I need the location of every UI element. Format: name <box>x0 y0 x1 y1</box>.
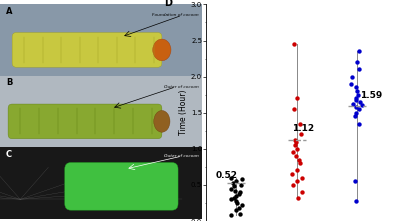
Point <box>291 42 297 46</box>
Text: Foundation of cocoon: Foundation of cocoon <box>152 13 198 17</box>
Point <box>292 143 298 147</box>
Point <box>291 107 298 111</box>
Point <box>290 151 296 154</box>
Point <box>232 189 238 192</box>
Point <box>353 97 359 100</box>
Point <box>233 179 239 183</box>
Point <box>294 179 300 183</box>
Point <box>231 196 237 200</box>
Point <box>237 190 243 194</box>
Point <box>293 147 300 151</box>
Point <box>356 100 363 104</box>
Point <box>356 122 362 125</box>
Point <box>239 203 245 207</box>
Point <box>228 187 234 190</box>
Point <box>296 158 302 161</box>
FancyBboxPatch shape <box>8 104 162 139</box>
Text: 0.52: 0.52 <box>215 171 237 180</box>
Ellipse shape <box>154 110 170 132</box>
Text: D: D <box>164 0 172 8</box>
Point <box>227 176 234 179</box>
Point <box>228 198 235 201</box>
Point <box>234 201 240 205</box>
Point <box>233 199 240 203</box>
Point <box>236 206 242 210</box>
Point <box>354 60 360 64</box>
Point <box>353 111 360 114</box>
Point <box>233 208 239 212</box>
Bar <box>0 76 203 147</box>
Point <box>298 176 305 179</box>
Point <box>238 183 245 187</box>
Point <box>296 162 303 165</box>
Point <box>354 89 360 93</box>
FancyBboxPatch shape <box>65 162 178 210</box>
Point <box>349 75 355 78</box>
Point <box>293 154 300 158</box>
Point <box>298 133 304 136</box>
Point <box>348 82 354 86</box>
Text: Outer of cocoon: Outer of cocoon <box>164 154 198 158</box>
Text: Outer of cocoon: Outer of cocoon <box>164 85 198 89</box>
Point <box>290 183 297 187</box>
Point <box>352 86 359 89</box>
Point <box>293 140 300 143</box>
Point <box>233 194 240 198</box>
Ellipse shape <box>153 39 171 61</box>
Text: 1.12: 1.12 <box>292 124 314 133</box>
Point <box>231 185 237 188</box>
Text: A: A <box>6 7 12 16</box>
Point <box>352 105 359 109</box>
Point <box>355 93 362 96</box>
Point <box>356 107 363 111</box>
Text: B: B <box>6 78 12 87</box>
Point <box>297 122 303 125</box>
FancyBboxPatch shape <box>12 32 162 67</box>
Point <box>352 179 358 183</box>
Point <box>353 199 359 203</box>
Point <box>352 114 358 118</box>
Point <box>230 182 236 185</box>
Point <box>228 213 235 217</box>
Point <box>289 172 296 176</box>
Bar <box>0 147 203 219</box>
Point <box>358 104 365 107</box>
Point <box>299 190 305 194</box>
Point <box>235 192 242 195</box>
Point <box>294 169 300 172</box>
Point <box>295 196 301 200</box>
Point <box>353 98 359 101</box>
Text: C: C <box>6 150 12 158</box>
Point <box>356 68 363 71</box>
Point <box>294 97 301 100</box>
Y-axis label: Time (Hour): Time (Hour) <box>179 90 188 135</box>
Point <box>356 50 363 53</box>
Point <box>237 212 243 215</box>
Point <box>238 177 245 181</box>
Point <box>350 102 356 106</box>
Text: 1.59: 1.59 <box>360 91 382 99</box>
Bar <box>0 4 203 76</box>
Point <box>292 138 298 142</box>
